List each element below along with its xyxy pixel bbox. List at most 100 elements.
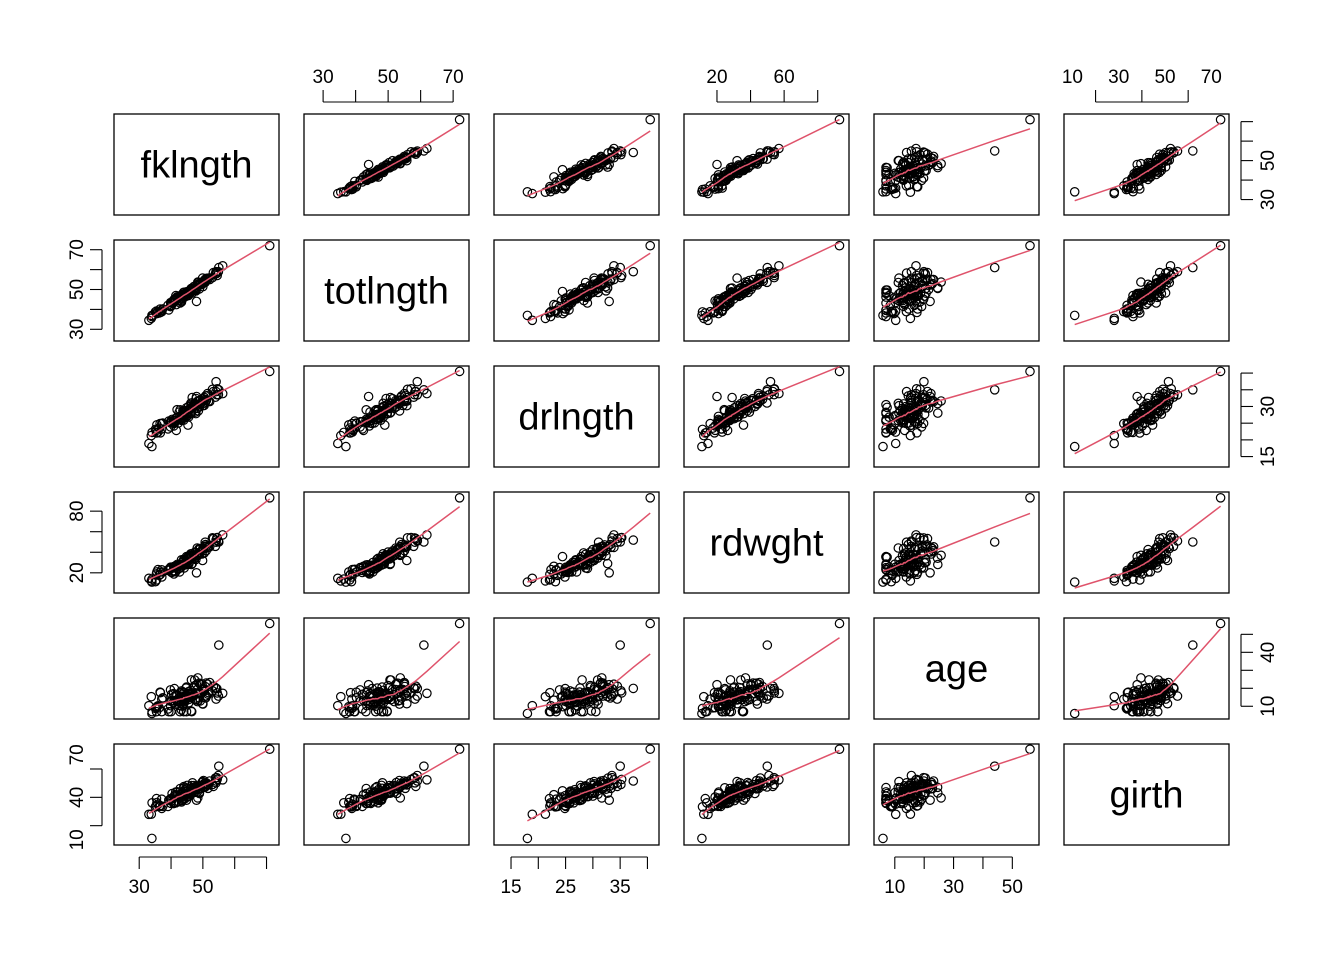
- panel-rdwght-vs-fklngth: [113, 491, 280, 594]
- data-point: [1155, 391, 1166, 401]
- data-point: [606, 689, 616, 699]
- data-point: [390, 399, 401, 409]
- data-point: [571, 793, 582, 803]
- data-point: [905, 430, 916, 441]
- data-point: [522, 708, 533, 719]
- data-point: [1132, 551, 1142, 562]
- smoother-line: [701, 366, 840, 438]
- panel-frame: [1063, 491, 1230, 594]
- data-point: [1132, 562, 1143, 572]
- data-point: [1215, 618, 1226, 629]
- data-point: [181, 288, 192, 299]
- panel-frame: [683, 491, 850, 594]
- data-point: [1132, 704, 1143, 715]
- data-point: [901, 386, 912, 397]
- data-point: [377, 688, 388, 699]
- diag-label-fklngth: fklngth: [141, 145, 253, 187]
- data-point: [381, 784, 391, 794]
- data-point: [400, 689, 411, 699]
- data-point: [601, 550, 611, 561]
- panel-rdwght-vs-girth: [1063, 491, 1230, 594]
- data-point: [881, 288, 891, 299]
- panel-age-vs-totlngth: [303, 617, 470, 720]
- data-point: [913, 168, 923, 178]
- data-point: [579, 170, 589, 180]
- data-point: [893, 398, 904, 409]
- panel-drlngth-vs-girth: [1063, 365, 1230, 468]
- data-point: [740, 396, 751, 406]
- data-point: [1109, 438, 1119, 449]
- data-point: [172, 294, 182, 304]
- panel-frame: [873, 113, 1040, 216]
- data-point: [708, 423, 718, 433]
- data-point: [645, 618, 655, 629]
- data-point: [564, 706, 574, 717]
- panel-frame: [303, 239, 470, 342]
- data-point: [156, 305, 167, 316]
- data-point: [900, 282, 911, 293]
- data-point: [560, 683, 570, 694]
- data-point: [881, 551, 891, 562]
- data-point: [712, 689, 723, 700]
- data-point: [551, 794, 561, 804]
- data-point: [570, 704, 581, 715]
- data-point: [834, 744, 845, 754]
- panel-frame: [1063, 365, 1230, 468]
- data-point: [203, 390, 213, 401]
- data-point: [1150, 160, 1160, 170]
- data-point: [604, 159, 614, 170]
- data-point: [422, 688, 432, 699]
- data-point: [192, 279, 202, 290]
- panel-girth-vs-rdwght: [683, 743, 850, 846]
- data-point: [381, 688, 391, 699]
- data-point: [347, 418, 357, 429]
- data-point: [721, 412, 732, 423]
- smoother-line: [1074, 244, 1222, 326]
- points: [522, 744, 655, 844]
- data-point: [585, 682, 596, 692]
- data-point: [920, 148, 931, 158]
- panel-age-vs-rdwght: [683, 617, 850, 720]
- panel-frame: [113, 491, 280, 594]
- points: [332, 114, 465, 199]
- data-point: [412, 376, 423, 387]
- data-point: [645, 744, 655, 754]
- data-point: [395, 673, 406, 683]
- data-point: [1188, 640, 1198, 650]
- diag-label-age: age: [925, 649, 988, 691]
- points: [332, 744, 465, 844]
- data-point: [1123, 569, 1133, 579]
- data-point: [748, 678, 758, 688]
- data-point: [886, 307, 897, 317]
- data-point: [556, 173, 566, 184]
- data-point: [932, 559, 943, 570]
- data-point: [628, 683, 639, 694]
- panel-frame: [303, 365, 470, 468]
- points: [1069, 618, 1226, 719]
- data-point: [203, 689, 213, 699]
- data-point: [881, 564, 891, 575]
- data-point: [522, 310, 533, 321]
- data-point: [195, 696, 206, 706]
- data-point: [834, 240, 845, 251]
- data-point: [901, 147, 912, 158]
- data-point: [727, 392, 737, 403]
- tick-label: 70: [1201, 67, 1222, 88]
- data-point: [557, 286, 568, 297]
- data-point: [1215, 366, 1226, 377]
- data-point: [385, 392, 396, 403]
- smoother-line: [701, 241, 840, 319]
- data-point: [1069, 310, 1080, 321]
- data-point: [183, 420, 193, 430]
- data-point: [764, 770, 774, 781]
- panel-frame: [303, 113, 470, 216]
- data-point: [917, 543, 927, 553]
- panel-frame: [113, 239, 280, 342]
- tick-label: 30: [943, 877, 964, 898]
- data-point: [146, 430, 157, 441]
- data-point: [732, 273, 742, 283]
- data-point: [900, 548, 911, 558]
- data-point: [887, 423, 897, 433]
